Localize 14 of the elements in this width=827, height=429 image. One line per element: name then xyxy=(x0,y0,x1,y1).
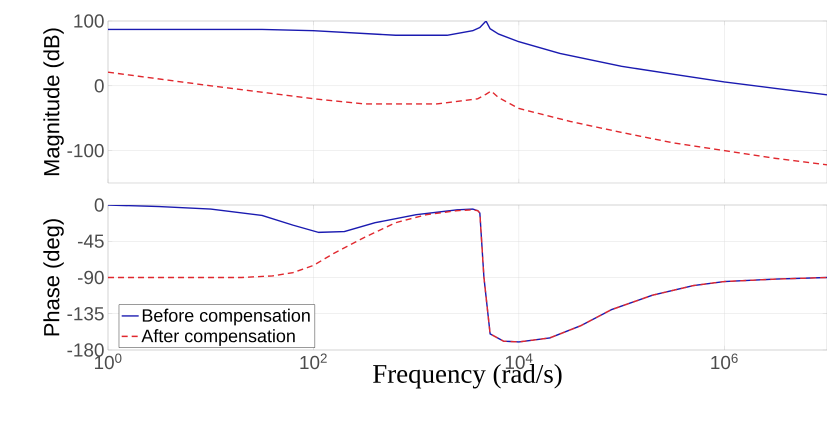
y-tick-label: -45 xyxy=(78,234,104,248)
y-tick-label: -100 xyxy=(67,144,104,158)
y-tick-label: 0 xyxy=(94,198,104,212)
y-axis-title: Phase (deg) xyxy=(43,219,64,336)
y-tick-label: -90 xyxy=(78,270,104,284)
y-tick-label: -180 xyxy=(67,343,104,357)
legend-label: Before compensation xyxy=(142,308,310,326)
legend-label: After compensation xyxy=(141,329,295,346)
x-tick-label: 10$^{6}$ xyxy=(711,354,738,370)
x-tick-label: 10$^{2}$ xyxy=(300,354,327,370)
y-tick-label: -135 xyxy=(67,307,104,320)
y-tick-label: 0 xyxy=(94,79,104,92)
y-tick-label: 100 xyxy=(74,14,104,28)
y-axis-title: Magnitude (dB) xyxy=(43,28,64,176)
